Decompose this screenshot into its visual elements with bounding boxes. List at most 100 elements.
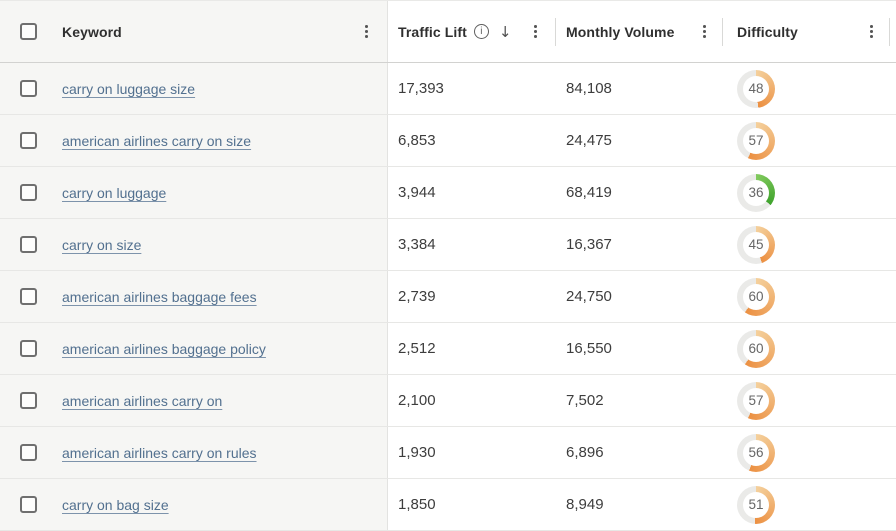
traffic-lift-value: 1,850 [398,496,436,513]
monthly-volume-cell: 6,896 [556,427,723,478]
traffic-lift-cell: 17,393 [388,63,556,114]
table-body: carry on luggage size 17,393 84,108 48 a… [0,63,896,531]
monthly-volume-column-label: Monthly Volume [566,23,675,40]
monthly-volume-cell: 24,750 [556,271,723,322]
monthly-volume-value: 68,419 [566,184,612,201]
keyword-cell: american airlines carry on [0,375,388,426]
difficulty-gauge: 51 [737,485,775,524]
keyword-link[interactable]: carry on luggage [62,184,167,201]
select-all-checkbox[interactable] [20,23,37,40]
keyword-link[interactable]: american airlines carry on size [62,132,252,149]
traffic-lift-cell: 2,739 [388,271,556,322]
difficulty-cell: 60 [723,323,896,374]
monthly-volume-value: 24,750 [566,288,612,305]
table-row: american airlines baggage fees 2,739 24,… [0,271,896,323]
traffic-lift-value: 1,930 [398,444,436,461]
difficulty-value: 51 [748,497,764,512]
difficulty-value: 57 [748,133,764,148]
traffic-lift-cell: 3,944 [388,167,556,218]
info-circle-icon[interactable]: i [473,24,489,39]
table-row: carry on size 3,384 16,367 45 [0,219,896,271]
row-checkbox[interactable] [20,236,37,253]
table-row: carry on bag size 1,850 8,949 51 [0,479,896,531]
monthly-volume-cell: 68,419 [556,167,723,218]
difficulty-gauge: 48 [737,69,775,108]
monthly-volume-cell: 16,550 [556,323,723,374]
keyword-link[interactable]: american airlines carry on [62,392,223,409]
difficulty-value: 45 [748,237,764,252]
row-checkbox[interactable] [20,80,37,97]
keyword-column-menu-icon[interactable] [360,21,373,42]
column-header-monthly-volume[interactable]: Monthly Volume [556,1,723,62]
traffic-lift-value: 3,384 [398,236,436,253]
row-checkbox[interactable] [20,444,37,461]
difficulty-gauge: 56 [737,433,775,472]
keyword-link[interactable]: american airlines baggage fees [62,288,257,305]
table-row: american airlines carry on size 6,853 24… [0,115,896,167]
difficulty-gauge-center: 48 [743,75,769,102]
difficulty-gauge: 57 [737,121,775,160]
difficulty-gauge-center: 57 [743,387,769,414]
monthly-volume-value: 24,475 [566,132,612,149]
row-checkbox[interactable] [20,184,37,201]
keyword-link[interactable]: american airlines carry on rules [62,444,257,461]
column-header-difficulty[interactable]: Difficulty [723,1,896,62]
row-checkbox[interactable] [20,288,37,305]
difficulty-gauge-center: 60 [743,335,769,362]
column-header-traffic-lift[interactable]: Traffic Lift i ↓ [388,1,556,62]
difficulty-gauge-center: 45 [743,231,769,258]
traffic-lift-column-label: Traffic Lift [398,23,467,40]
keyword-link[interactable]: carry on luggage size [62,80,196,97]
keyword-link[interactable]: carry on bag size [62,496,169,513]
monthly-volume-value: 6,896 [566,444,604,461]
difficulty-gauge-center: 36 [743,179,769,206]
traffic-lift-column-menu-icon[interactable] [529,21,542,42]
difficulty-gauge: 60 [737,329,775,368]
monthly-volume-value: 16,550 [566,340,612,357]
difficulty-column-menu-icon[interactable] [865,21,878,42]
monthly-volume-value: 84,108 [566,80,612,97]
traffic-lift-cell: 3,384 [388,219,556,270]
monthly-volume-value: 7,502 [566,392,604,409]
column-divider [889,18,890,46]
difficulty-cell: 57 [723,115,896,166]
monthly-volume-column-menu-icon[interactable] [698,21,711,42]
column-header-keyword[interactable]: Keyword [0,1,388,62]
table-row: american airlines carry on 2,100 7,502 5… [0,375,896,427]
monthly-volume-cell: 84,108 [556,63,723,114]
keyword-cell: carry on luggage size [0,63,388,114]
difficulty-cell: 57 [723,375,896,426]
difficulty-value: 60 [748,289,764,304]
traffic-lift-value: 3,944 [398,184,436,201]
difficulty-gauge: 57 [737,381,775,420]
difficulty-gauge: 60 [737,277,775,316]
keyword-link[interactable]: carry on size [62,236,142,253]
difficulty-gauge-center: 57 [743,127,769,154]
difficulty-value: 36 [748,185,764,200]
monthly-volume-cell: 7,502 [556,375,723,426]
difficulty-cell: 48 [723,63,896,114]
traffic-lift-cell: 2,100 [388,375,556,426]
row-checkbox[interactable] [20,340,37,357]
difficulty-value: 56 [748,445,764,460]
table-header: Keyword Traffic Lift i ↓ Monthly Volume … [0,0,896,63]
table-row: carry on luggage size 17,393 84,108 48 [0,63,896,115]
keyword-cell: carry on luggage [0,167,388,218]
row-checkbox[interactable] [20,392,37,409]
sort-descending-icon[interactable]: ↓ [498,22,512,41]
traffic-lift-value: 2,739 [398,288,436,305]
monthly-volume-cell: 16,367 [556,219,723,270]
row-checkbox[interactable] [20,132,37,149]
difficulty-value: 57 [748,393,764,408]
row-checkbox[interactable] [20,496,37,513]
difficulty-cell: 51 [723,479,896,530]
difficulty-cell: 56 [723,427,896,478]
monthly-volume-cell: 8,949 [556,479,723,530]
keyword-cell: carry on size [0,219,388,270]
traffic-lift-value: 2,100 [398,392,436,409]
keyword-cell: american airlines carry on rules [0,427,388,478]
traffic-lift-cell: 6,853 [388,115,556,166]
monthly-volume-value: 8,949 [566,496,604,513]
keyword-link[interactable]: american airlines baggage policy [62,340,266,357]
